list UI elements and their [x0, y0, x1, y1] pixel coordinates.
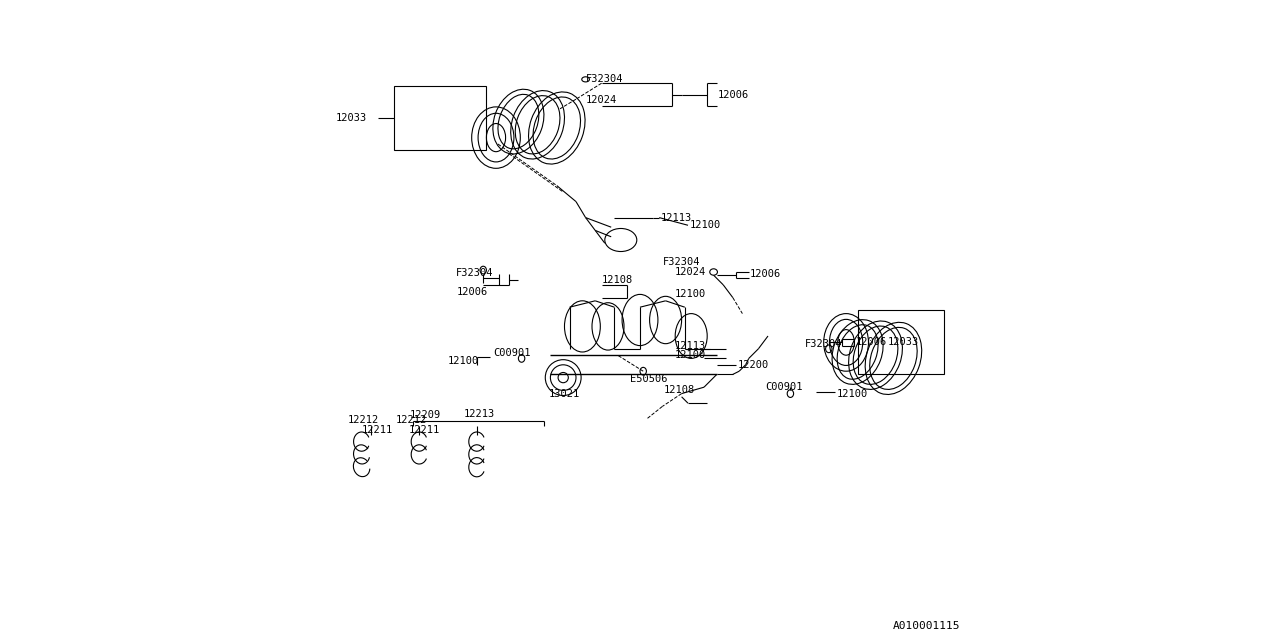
Text: E50506: E50506: [630, 374, 668, 384]
Text: 12033: 12033: [335, 113, 367, 124]
Text: 12100: 12100: [676, 289, 707, 300]
Text: 12006: 12006: [457, 287, 488, 298]
Text: F32304: F32304: [805, 339, 842, 349]
Text: 12006: 12006: [718, 90, 749, 100]
Text: 12113: 12113: [676, 340, 707, 351]
Text: A010001115: A010001115: [893, 621, 960, 631]
Text: 12211: 12211: [362, 425, 393, 435]
Text: F32304: F32304: [457, 268, 494, 278]
Text: 12108: 12108: [602, 275, 632, 285]
Text: 12100: 12100: [837, 388, 868, 399]
Text: 12033: 12033: [888, 337, 919, 348]
Text: 12024: 12024: [676, 267, 707, 277]
Text: 12209: 12209: [410, 410, 440, 420]
Text: 12024: 12024: [585, 95, 617, 106]
Text: C00901: C00901: [493, 348, 530, 358]
Text: 12200: 12200: [737, 360, 768, 370]
Text: 12108: 12108: [664, 385, 695, 396]
Text: 12212: 12212: [348, 415, 379, 426]
Text: 12211: 12211: [408, 425, 439, 435]
Text: 12006: 12006: [750, 269, 781, 279]
Text: 12006: 12006: [855, 337, 887, 348]
Text: F32304: F32304: [585, 74, 623, 84]
Text: 12100: 12100: [689, 220, 721, 230]
Text: 12100: 12100: [676, 350, 707, 360]
Text: C00901: C00901: [765, 382, 803, 392]
Bar: [858, 310, 945, 374]
Text: F32304: F32304: [663, 257, 700, 268]
Text: 12212: 12212: [396, 415, 426, 426]
Text: 12113: 12113: [662, 212, 692, 223]
Text: 12213: 12213: [465, 409, 495, 419]
Text: 13021: 13021: [549, 388, 580, 399]
Text: 12100: 12100: [448, 356, 479, 366]
Bar: [394, 86, 486, 150]
